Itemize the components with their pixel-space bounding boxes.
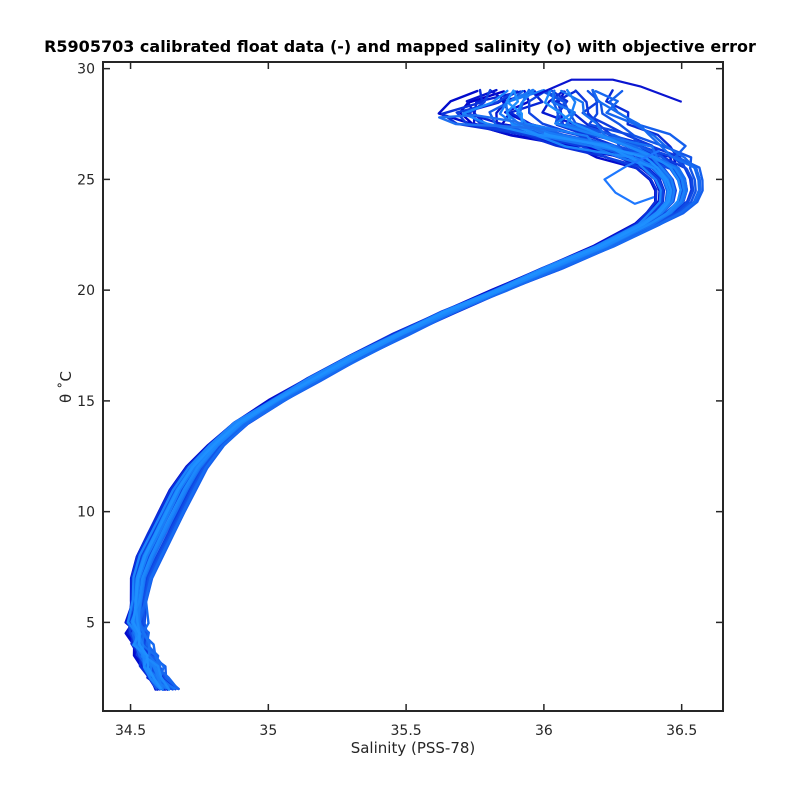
y-tick-label: 20	[77, 283, 95, 299]
profile-line	[141, 89, 702, 690]
profile-line	[133, 89, 685, 691]
profile-line	[133, 88, 670, 690]
profile-line	[133, 88, 673, 690]
x-tick-label: 36.5	[666, 723, 697, 739]
profile-line	[129, 89, 677, 690]
profile-line	[136, 88, 686, 690]
profile-line	[138, 89, 704, 691]
profile-line	[134, 90, 685, 691]
profile-line	[135, 89, 673, 691]
x-tick-label: 36	[535, 723, 553, 739]
profile-line	[132, 90, 670, 690]
x-tick-label: 35.5	[391, 723, 422, 739]
profile-line	[139, 90, 694, 690]
y-tick-label: 15	[77, 394, 95, 410]
profile-line	[128, 88, 658, 691]
profile-line	[127, 90, 664, 690]
y-tick-label: 30	[77, 62, 95, 78]
profile-line	[140, 89, 702, 691]
x-axis-ticks: 34.5 35 35.5 36 36.5	[115, 62, 697, 739]
profile-line	[134, 90, 687, 690]
profile-line	[143, 89, 697, 691]
warmest-profile	[535, 78, 683, 103]
y-tick-label: 25	[77, 172, 95, 188]
profile-line	[137, 89, 684, 690]
profile-line	[124, 89, 666, 691]
profile-line	[126, 89, 662, 690]
profile-line	[135, 89, 688, 690]
x-tick-label: 34.5	[115, 723, 146, 739]
profile-line	[135, 89, 693, 691]
profile-line	[126, 90, 661, 691]
surface-fresh-profile	[438, 113, 558, 135]
y-tick-label: 10	[77, 505, 95, 521]
profile-line	[126, 89, 669, 690]
profile-line	[130, 89, 682, 690]
profile-line	[137, 89, 701, 690]
profile-line	[130, 89, 682, 691]
outlier-profile	[603, 149, 661, 205]
x-tick-label: 35	[259, 723, 277, 739]
axes-frame	[102, 61, 724, 712]
x-axis-label: Salinity (PSS-78)	[351, 739, 476, 757]
profile-line	[127, 90, 665, 691]
profile-line	[127, 88, 665, 691]
profile-line	[137, 88, 695, 691]
profile-line	[134, 90, 672, 690]
profile-line	[128, 88, 661, 691]
profile-line	[137, 89, 686, 690]
profile-line	[124, 89, 657, 691]
y-axis-label: θ ˚C	[57, 371, 75, 403]
profile-line	[131, 89, 673, 690]
profile-line	[136, 89, 676, 691]
profile-line	[131, 88, 674, 691]
y-axis-ticks: 5 10 15 20 25 30	[77, 62, 723, 631]
profile-line	[133, 89, 677, 690]
y-tick-label: 5	[86, 615, 95, 631]
chart-title: R5905703 calibrated float data (-) and m…	[44, 37, 756, 56]
profile-line	[129, 90, 665, 691]
profile-lines	[124, 78, 704, 691]
